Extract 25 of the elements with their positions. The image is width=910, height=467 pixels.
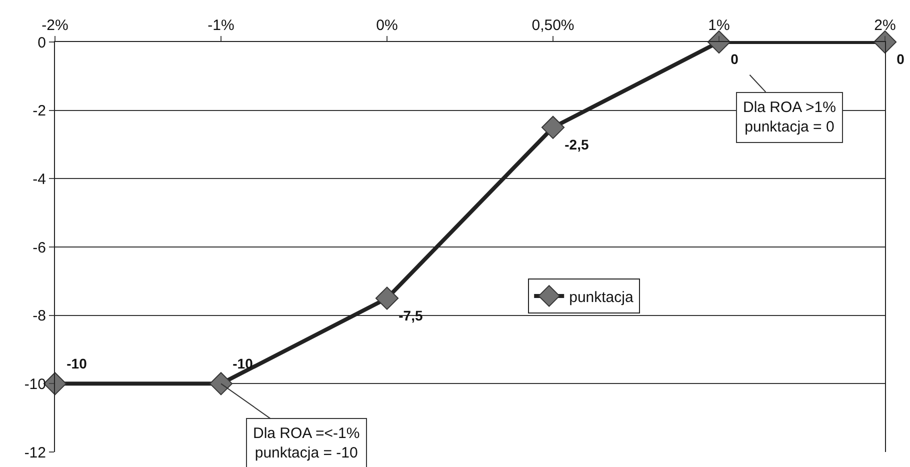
x-tick-label: -2% bbox=[42, 17, 68, 34]
y-tick-label: -2 bbox=[32, 102, 46, 120]
point bbox=[873, 30, 897, 54]
y-tick-label: -12 bbox=[24, 444, 46, 462]
annotation: Dla ROA >1% punktacja = 0 bbox=[743, 99, 836, 136]
point bbox=[541, 116, 565, 139]
y-tick-label: -4 bbox=[32, 170, 46, 188]
x-tick-label: 2% bbox=[874, 17, 896, 34]
point bbox=[375, 286, 399, 310]
annotation: Dla ROA =<-1% punktacja = -10 bbox=[253, 425, 360, 462]
data-label: -10 bbox=[66, 356, 88, 372]
y-tick-label: 0 bbox=[38, 34, 46, 52]
data-label: -10 bbox=[232, 356, 254, 372]
x-tick-label: 1% bbox=[708, 17, 730, 34]
y-tick-label: -6 bbox=[32, 239, 46, 256]
y-tick-label: -8 bbox=[32, 308, 46, 325]
x-tick-label: 0,50% bbox=[532, 17, 574, 34]
data-label: 0 bbox=[896, 51, 905, 68]
data-label: -2,5 bbox=[564, 136, 589, 153]
point bbox=[707, 30, 731, 54]
legend-label: punktacja bbox=[569, 288, 634, 306]
point bbox=[209, 372, 233, 396]
y-tick-label: -10 bbox=[24, 376, 46, 393]
x-tick-label: 0% bbox=[376, 17, 398, 34]
x-tick-label: -1% bbox=[208, 17, 234, 34]
